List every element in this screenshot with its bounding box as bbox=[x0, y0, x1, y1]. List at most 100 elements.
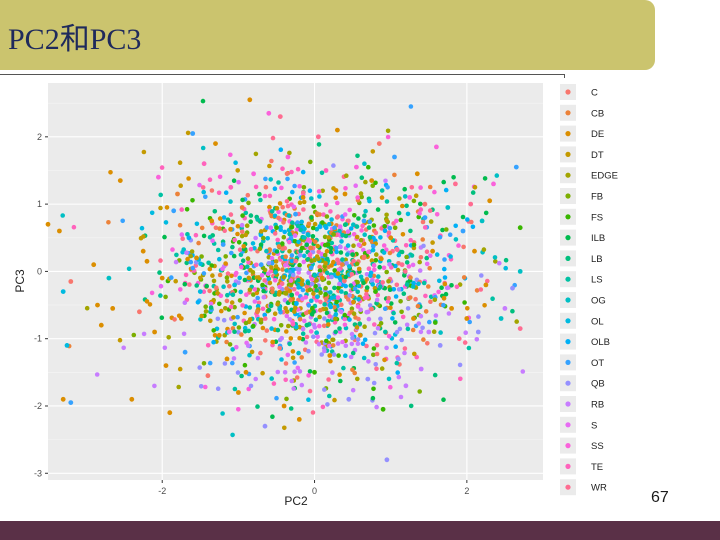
point-fb bbox=[326, 280, 332, 286]
point-lb bbox=[230, 244, 235, 250]
point-ilb bbox=[159, 315, 165, 320]
point-cb bbox=[408, 275, 413, 280]
point-c bbox=[137, 309, 142, 315]
point-og bbox=[386, 376, 392, 382]
point-s bbox=[277, 284, 282, 290]
point-ol bbox=[347, 264, 352, 269]
point-cb bbox=[297, 317, 303, 322]
point-de bbox=[242, 310, 247, 316]
point-te bbox=[179, 207, 184, 212]
point-fs bbox=[342, 312, 348, 318]
point-rb bbox=[162, 345, 168, 351]
point-og bbox=[309, 196, 314, 201]
point-de bbox=[243, 369, 249, 375]
point-ilb bbox=[261, 288, 266, 294]
point-fs bbox=[382, 224, 388, 229]
point-ot bbox=[292, 183, 297, 189]
point-fs bbox=[260, 282, 265, 288]
point-fs bbox=[320, 220, 325, 225]
point-rb bbox=[292, 369, 297, 375]
point-qb bbox=[198, 384, 204, 389]
point-qb bbox=[221, 317, 227, 323]
point-lb bbox=[208, 305, 214, 310]
point-ot bbox=[361, 218, 367, 224]
point-de bbox=[487, 198, 493, 204]
point-ol bbox=[277, 306, 283, 312]
point-lb bbox=[408, 228, 413, 234]
point-ss bbox=[385, 134, 391, 140]
point-ot bbox=[387, 225, 393, 231]
point-lb bbox=[342, 222, 348, 227]
point-olb bbox=[465, 217, 470, 222]
point-ol bbox=[370, 247, 376, 253]
point-rb bbox=[396, 374, 402, 380]
point-dt bbox=[326, 235, 331, 240]
point-fs bbox=[311, 204, 317, 209]
point-rb bbox=[418, 329, 424, 335]
point-cb bbox=[177, 222, 183, 228]
point-de bbox=[129, 396, 135, 402]
point-s bbox=[295, 365, 301, 371]
point-fb bbox=[331, 232, 336, 237]
point-cb bbox=[330, 343, 336, 348]
point-ls bbox=[383, 329, 388, 335]
point-ol bbox=[448, 254, 453, 259]
point-ls bbox=[174, 252, 179, 258]
point-fb bbox=[281, 234, 287, 240]
point-ss bbox=[343, 186, 348, 191]
point-olb bbox=[442, 275, 448, 280]
point-fs bbox=[217, 301, 222, 307]
point-ss bbox=[306, 237, 311, 243]
point-de bbox=[219, 308, 224, 314]
point-rb bbox=[355, 341, 361, 347]
point-de bbox=[297, 335, 302, 341]
point-edge bbox=[457, 282, 463, 287]
point-edge bbox=[417, 259, 423, 265]
point-ss bbox=[491, 181, 496, 187]
point-rb bbox=[474, 337, 480, 342]
point-dt bbox=[269, 265, 274, 270]
point-c bbox=[264, 328, 270, 333]
point-olb bbox=[300, 169, 306, 175]
point-rb bbox=[398, 394, 404, 400]
point-fs bbox=[336, 353, 341, 358]
point-olb bbox=[317, 224, 323, 229]
point-dt bbox=[177, 366, 183, 372]
point-ol bbox=[437, 278, 442, 284]
point-ol bbox=[296, 239, 301, 245]
point-wr bbox=[424, 249, 430, 254]
point-ilb bbox=[231, 253, 237, 259]
point-de bbox=[342, 191, 348, 197]
point-de bbox=[241, 244, 246, 249]
point-c bbox=[304, 284, 310, 289]
point-edge bbox=[358, 237, 364, 243]
point-s bbox=[282, 263, 288, 268]
point-ot bbox=[437, 234, 443, 240]
point-ls bbox=[287, 341, 293, 347]
point-te bbox=[366, 266, 372, 271]
point-ilb bbox=[460, 214, 466, 220]
point-rb bbox=[366, 316, 372, 322]
point-rb bbox=[330, 370, 335, 375]
point-qb bbox=[384, 457, 390, 463]
point-de bbox=[281, 403, 287, 409]
point-ss bbox=[217, 174, 223, 180]
point-olb bbox=[343, 283, 349, 289]
point-ss bbox=[271, 316, 277, 322]
point-ls bbox=[379, 188, 385, 193]
point-ot bbox=[220, 242, 226, 247]
point-rb bbox=[245, 343, 251, 349]
point-de bbox=[472, 248, 477, 254]
y-tick-label: -2 bbox=[34, 401, 42, 411]
point-c bbox=[425, 341, 430, 346]
point-c bbox=[469, 219, 474, 225]
point-fs bbox=[366, 164, 371, 170]
x-tick-label: 0 bbox=[312, 486, 317, 496]
point-qb bbox=[437, 343, 443, 348]
point-de bbox=[247, 97, 253, 103]
point-te bbox=[418, 207, 424, 212]
point-fb bbox=[355, 280, 360, 285]
point-fb bbox=[398, 299, 403, 304]
point-cb bbox=[352, 370, 358, 376]
point-c bbox=[283, 361, 289, 366]
